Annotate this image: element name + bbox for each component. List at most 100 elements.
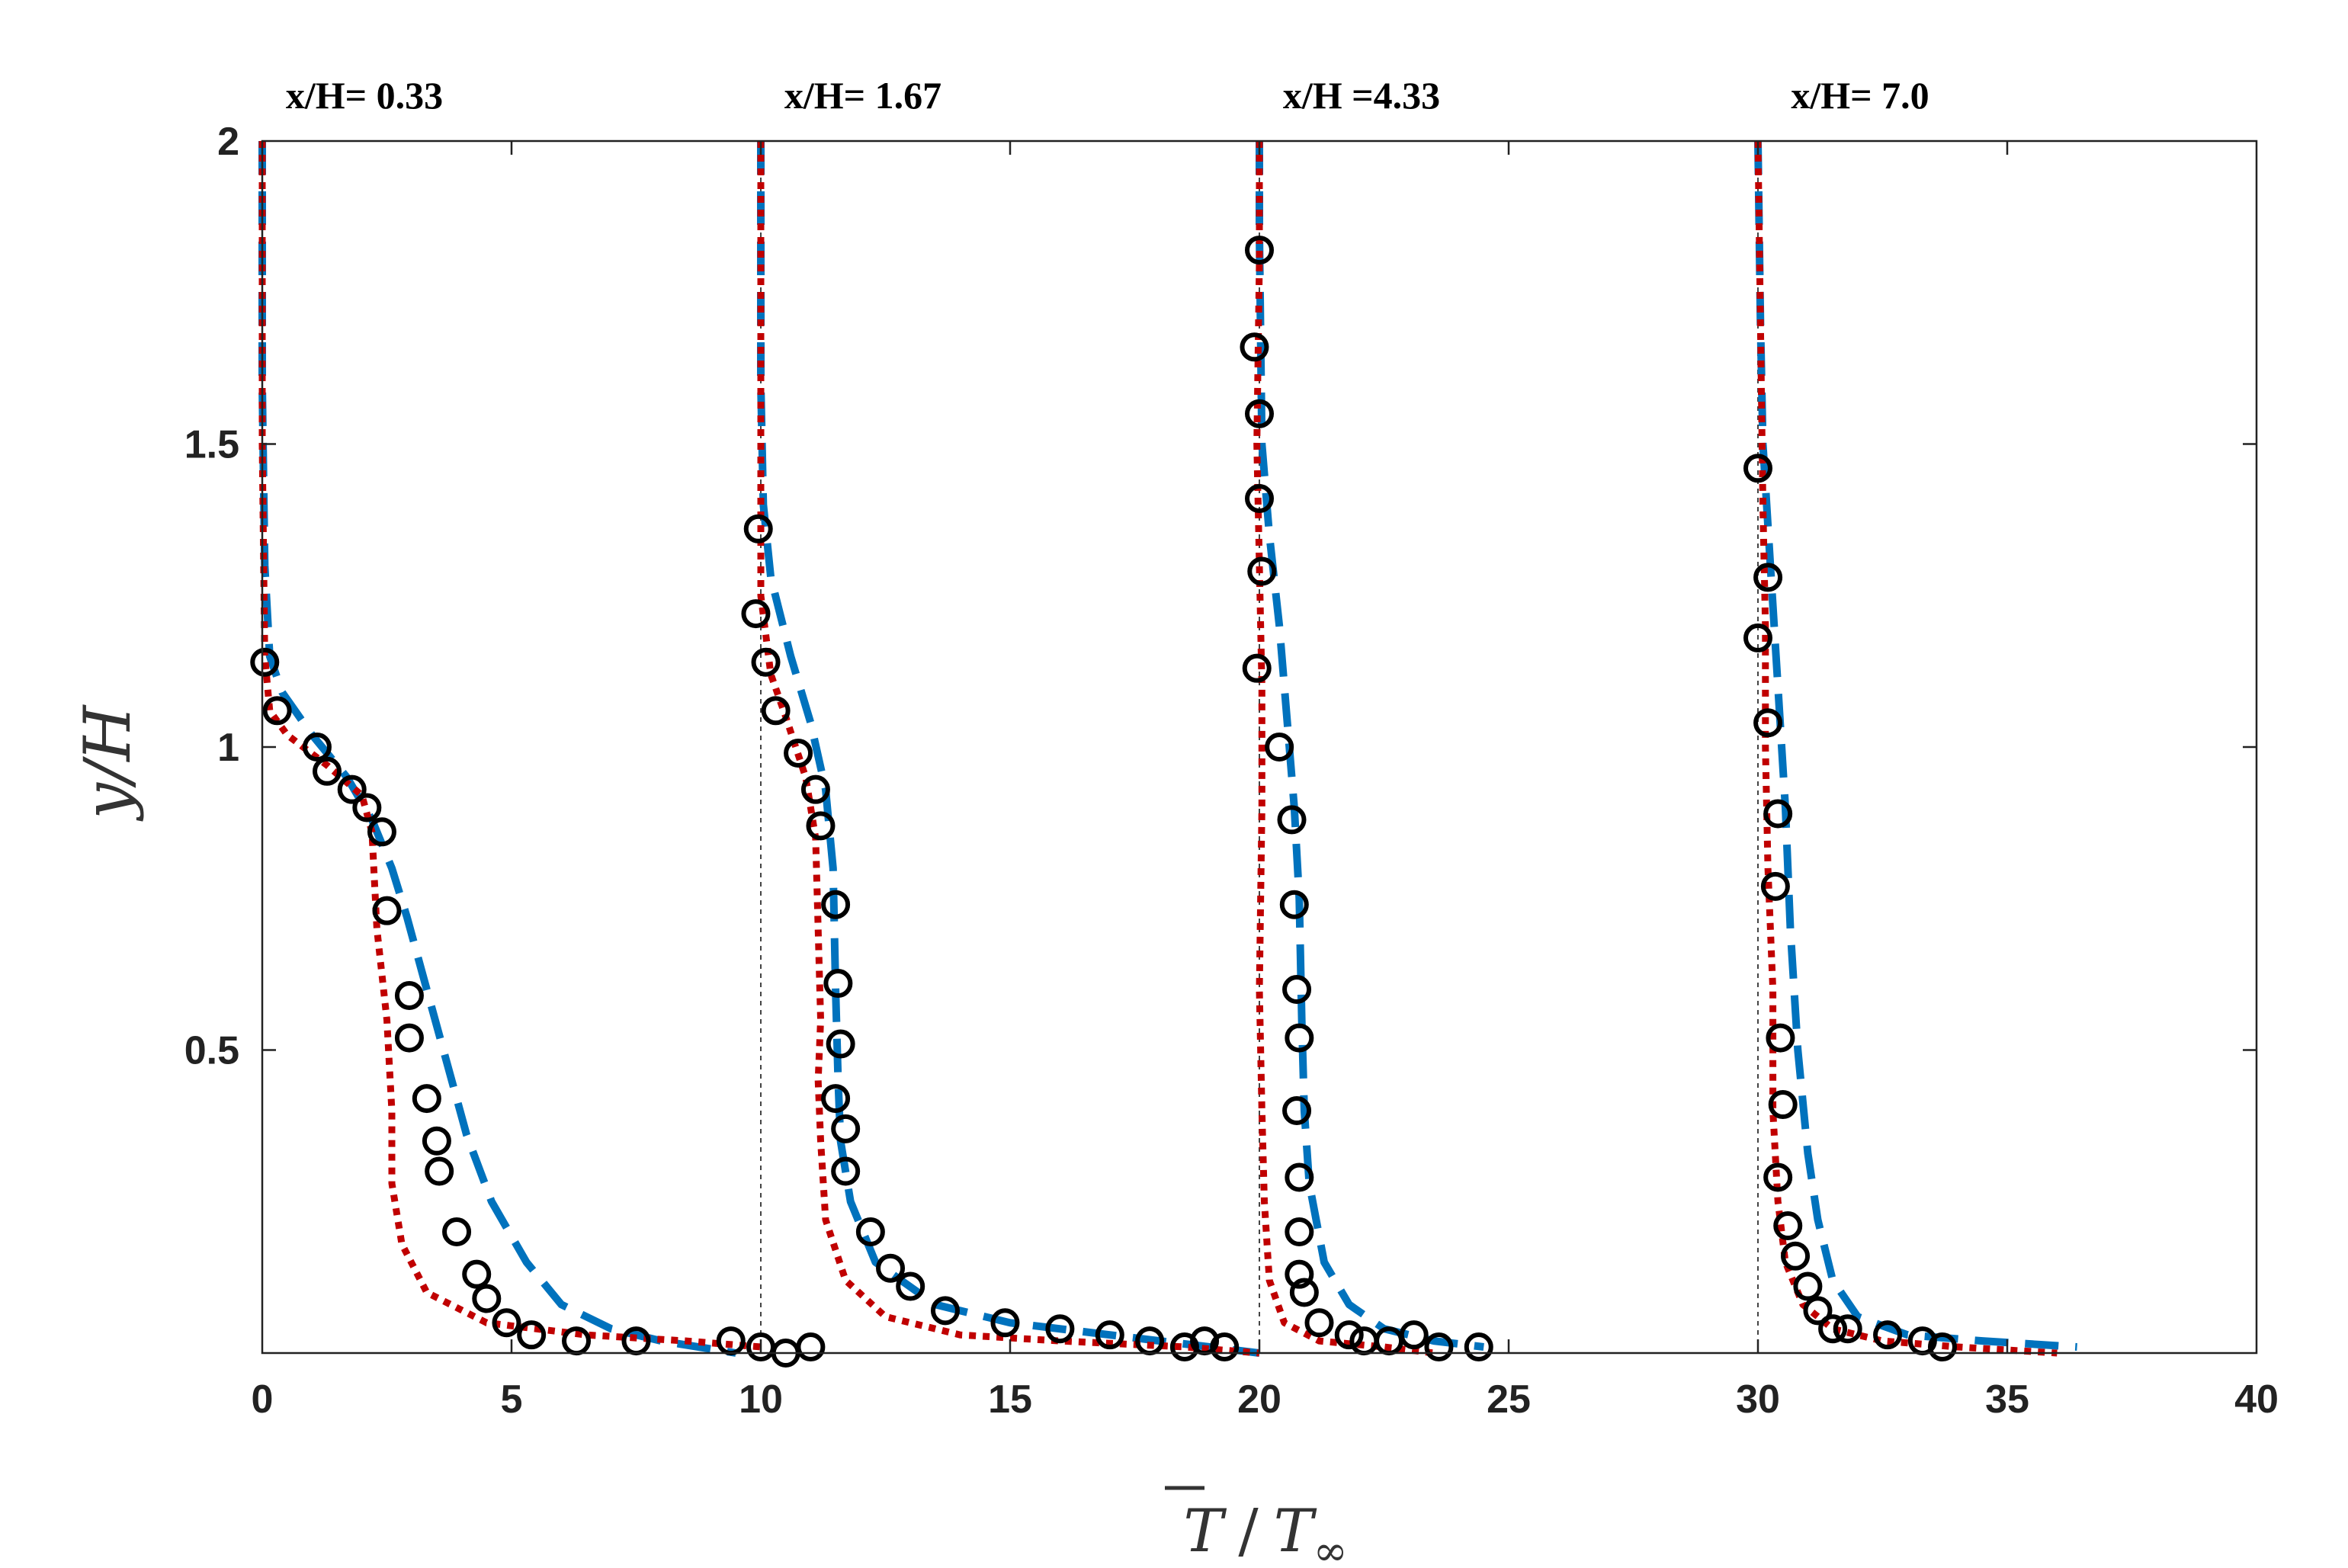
experiment-point [1095, 1320, 1124, 1350]
experiment-point [826, 1029, 855, 1059]
experiment-point [1743, 623, 1772, 653]
series-layer [250, 140, 2077, 1368]
experiment-point [1285, 1023, 1314, 1053]
panel-label: x/H= 1.67 [784, 74, 941, 117]
experiment-point [1289, 1278, 1319, 1307]
y-tick-label: 1.5 [184, 423, 239, 467]
y-tick-label: 1 [217, 726, 239, 770]
experiment-point [412, 1084, 441, 1114]
experiment-point [1245, 484, 1274, 514]
experiment-point [250, 647, 280, 677]
experiment-point [751, 647, 781, 677]
x-tick-label: 0 [252, 1377, 274, 1422]
x-label-infinity-subscript: ∞ [1314, 1527, 1348, 1568]
x-tick-label: 10 [739, 1377, 783, 1422]
experiment-point [796, 1332, 826, 1362]
experiment-point [367, 817, 396, 847]
experiment-point [425, 1156, 454, 1186]
experiment-point [1873, 1320, 1903, 1350]
experiment-point [1399, 1320, 1429, 1350]
experiment-point [394, 980, 424, 1010]
experiment-point [1781, 1241, 1811, 1271]
experiment-point [1285, 1217, 1314, 1246]
panel-label: x/H= 7.0 [1791, 74, 1929, 117]
experiment-point [422, 1126, 451, 1156]
experiment-point [1349, 1326, 1379, 1356]
experiment-point [1424, 1332, 1454, 1362]
experiment-point [1818, 1314, 1848, 1344]
y-tick-label: 0.5 [184, 1029, 239, 1073]
experiment-point [1773, 1211, 1803, 1241]
experiment-point [1265, 733, 1294, 762]
experiment-point [462, 1259, 492, 1289]
x-label-t-inf: T [1274, 1497, 1317, 1566]
experiment-point [1242, 653, 1272, 683]
experiment-point [876, 1253, 906, 1283]
panel-label: x/H =4.33 [1283, 74, 1440, 117]
experiment-point [743, 514, 773, 544]
x-label-slash: / [1238, 1497, 1259, 1566]
axis-ticks [262, 141, 2257, 1353]
experiment-point [472, 1284, 502, 1313]
y-tick-label: 2 [217, 120, 239, 164]
dashed-profile-line [1754, 140, 2077, 1351]
experiment-point [1334, 1320, 1364, 1350]
experiment-point [1766, 1023, 1795, 1053]
experiment-point [1464, 1332, 1493, 1362]
experiment-point [1285, 1162, 1314, 1192]
experiment-point [831, 1114, 861, 1143]
x-tick-label: 20 [1237, 1377, 1281, 1422]
x-tick-label: 35 [1985, 1377, 2029, 1422]
x-tick-label: 15 [988, 1377, 1032, 1422]
experiment-point [442, 1217, 472, 1246]
experiment-point [1753, 708, 1783, 738]
experiment-point [896, 1271, 925, 1301]
dashed-profile-line [258, 141, 737, 1357]
experiment-point [1210, 1332, 1240, 1362]
x-tick-label: 25 [1487, 1377, 1531, 1422]
experiment-point [1282, 1096, 1312, 1125]
experiment-point [337, 774, 367, 804]
experiment-point [821, 1084, 851, 1114]
experiment-point [930, 1296, 960, 1326]
experiment-point [1753, 563, 1783, 592]
y-axis-label: y/H [70, 704, 145, 822]
experiment-point [1793, 1271, 1823, 1301]
x-tick-label: 40 [2234, 1377, 2279, 1422]
experiment-point [821, 890, 851, 919]
experiment-point [1245, 399, 1274, 428]
tick-labels: 0 5 10 15 20 25 30 35 40 0.5 1 1.5 2 [184, 120, 2279, 1422]
experiment-point [1304, 1308, 1334, 1338]
experiment-point [831, 1156, 861, 1186]
experiment-point [1282, 975, 1312, 1004]
experiment-point [1169, 1332, 1199, 1362]
panel-label: x/H= 0.33 [286, 74, 443, 117]
x-label-t: T [1183, 1497, 1227, 1566]
experiment-point [1045, 1314, 1075, 1344]
experiment-point [1245, 236, 1274, 265]
experiment-point [855, 1217, 885, 1246]
experiment-point [372, 896, 402, 925]
experiment-point [1277, 805, 1307, 835]
dotted-profile-line [258, 141, 762, 1351]
x-tick-label: 30 [1736, 1377, 1780, 1422]
panel-labels: x/H= 0.33 x/H= 1.67 x/H =4.33 x/H= 7.0 [286, 74, 1929, 117]
experiment-point [1247, 556, 1277, 586]
dotted-profile-line [1754, 140, 2058, 1357]
experiment-point [517, 1320, 547, 1350]
experiment-point [800, 774, 830, 804]
experiment-point [1743, 454, 1772, 483]
experiment-point [1803, 1296, 1833, 1326]
experiment-point [1285, 1259, 1314, 1289]
experiment-point [806, 811, 836, 841]
experiment-point [784, 738, 813, 768]
experiment-point [1760, 871, 1790, 901]
experiment-point [492, 1308, 521, 1338]
experiment-point [823, 969, 853, 999]
dotted-profile-line [1253, 141, 1435, 1357]
experiment-point [1833, 1314, 1862, 1344]
experiment-point [1927, 1332, 1957, 1362]
experiment-point [313, 756, 342, 786]
experiment-point [1768, 1090, 1798, 1120]
experiment-point [262, 696, 292, 726]
